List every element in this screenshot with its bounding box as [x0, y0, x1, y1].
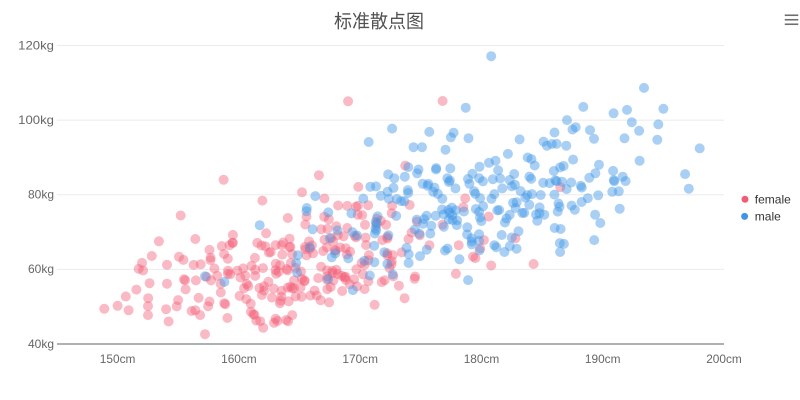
svg-text:150cm: 150cm	[100, 352, 136, 366]
svg-text:80kg: 80kg	[28, 188, 54, 202]
svg-text:190cm: 190cm	[585, 352, 621, 366]
svg-text:60kg: 60kg	[28, 262, 54, 276]
svg-text:female: female	[755, 192, 791, 206]
svg-text:200cm: 200cm	[706, 352, 742, 366]
svg-text:180cm: 180cm	[464, 352, 500, 366]
svg-text:160cm: 160cm	[221, 352, 257, 366]
svg-text:40kg: 40kg	[28, 337, 54, 351]
svg-text:100kg: 100kg	[18, 113, 54, 127]
svg-text:170cm: 170cm	[342, 352, 378, 366]
svg-text:120kg: 120kg	[18, 38, 54, 52]
svg-text:male: male	[755, 210, 781, 224]
